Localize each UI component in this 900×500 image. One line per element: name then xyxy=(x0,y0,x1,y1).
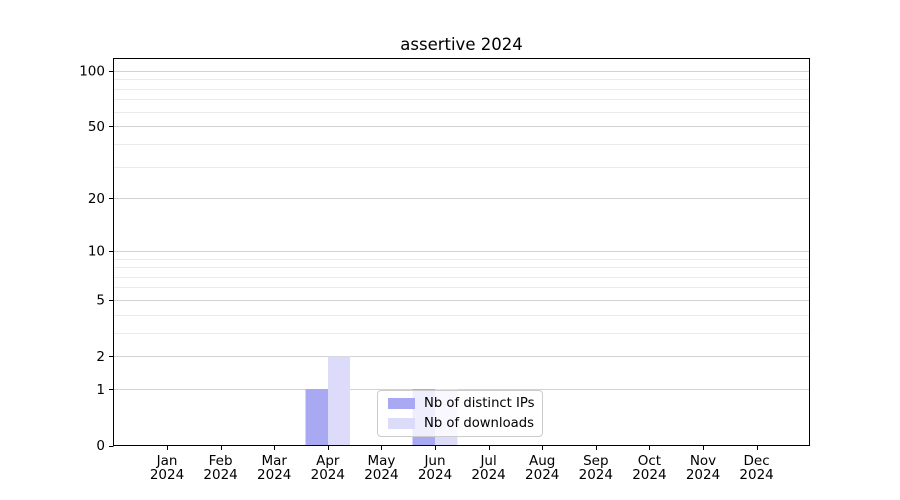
x-tick-label-month: Jan xyxy=(156,453,178,469)
x-tick-label-year: 2024 xyxy=(579,467,613,483)
x-tick-label-month: Aug xyxy=(529,453,555,469)
legend-label-downloads: Nb of downloads xyxy=(424,416,534,431)
x-tick-label-month: Jun xyxy=(423,453,445,469)
x-tick-label-year: 2024 xyxy=(311,467,345,483)
x-tick-label-month: Nov xyxy=(690,453,716,469)
x-tick-label-month: Jul xyxy=(479,453,496,469)
x-tick-label-year: 2024 xyxy=(418,467,452,483)
y-tick-label: 0 xyxy=(96,438,105,454)
x-tick-label-month: Feb xyxy=(209,453,233,469)
x-tick-label-month: May xyxy=(367,453,395,469)
legend-item-downloads: Nb of downloads xyxy=(388,416,542,432)
x-tick-label-year: 2024 xyxy=(364,467,398,483)
bar-nb-of-downloads-apr xyxy=(327,356,351,446)
x-tick-label-year: 2024 xyxy=(257,467,291,483)
y-tick-label: 5 xyxy=(96,293,105,309)
x-tick-label-month: Oct xyxy=(638,453,661,469)
y-tick-label: 50 xyxy=(88,119,105,135)
x-tick-label-month: Apr xyxy=(316,453,340,469)
bar-nb-of-distinct-ips-apr xyxy=(305,389,328,446)
y-tick-label: 20 xyxy=(88,191,105,207)
chart-title: assertive 2024 xyxy=(400,35,523,54)
x-tick-label-year: 2024 xyxy=(686,467,720,483)
x-tick-label-month: Dec xyxy=(744,453,770,469)
legend-swatch-distinct-ips xyxy=(388,398,415,409)
y-tick-label: 100 xyxy=(79,63,105,79)
x-tick-label-year: 2024 xyxy=(525,467,559,483)
y-tick-label: 2 xyxy=(96,349,105,365)
y-tick-label: 10 xyxy=(88,243,105,259)
legend-swatch-downloads xyxy=(388,418,415,429)
x-tick-label-year: 2024 xyxy=(203,467,237,483)
legend: Nb of distinct IPs Nb of downloads xyxy=(377,390,543,437)
legend-item-distinct-ips: Nb of distinct IPs xyxy=(388,396,542,412)
x-tick-label-year: 2024 xyxy=(150,467,184,483)
legend-label-distinct-ips: Nb of distinct IPs xyxy=(424,396,535,411)
x-tick-label-month: Mar xyxy=(261,453,287,469)
y-tick-label: 1 xyxy=(96,382,105,398)
x-tick-label-year: 2024 xyxy=(739,467,773,483)
x-tick-label-month: Sep xyxy=(583,453,608,469)
x-tick-label-year: 2024 xyxy=(471,467,505,483)
x-tick-label-year: 2024 xyxy=(632,467,666,483)
